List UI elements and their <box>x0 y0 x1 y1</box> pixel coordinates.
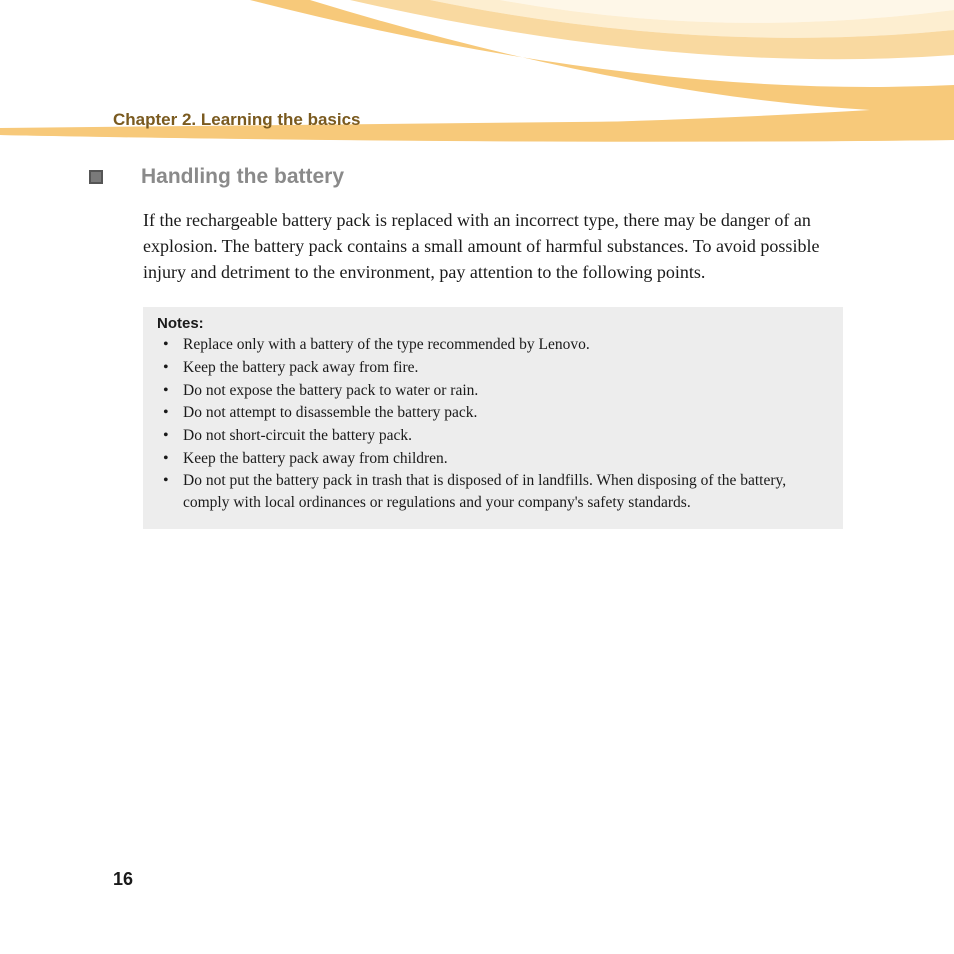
notes-list: Replace only with a battery of the type … <box>157 334 829 514</box>
notes-item: Keep the battery pack away from fire. <box>157 357 829 379</box>
page-content: Handling the battery If the rechargeable… <box>113 165 873 529</box>
notes-item: Keep the battery pack away from children… <box>157 448 829 470</box>
chapter-title: Chapter 2. Learning the basics <box>113 110 361 130</box>
section-title: Handling the battery <box>141 165 344 189</box>
notes-item: Replace only with a battery of the type … <box>157 334 829 356</box>
page-number: 16 <box>113 869 133 890</box>
notes-item: Do not expose the battery pack to water … <box>157 380 829 402</box>
notes-box: Notes: Replace only with a battery of th… <box>143 307 843 529</box>
header-swoosh-graphic <box>0 0 954 160</box>
chapter-header: Chapter 2. Learning the basics <box>0 110 954 130</box>
notes-item: Do not short-circuit the battery pack. <box>157 425 829 447</box>
intro-paragraph: If the rechargeable battery pack is repl… <box>143 207 843 285</box>
notes-item: Do not attempt to disassemble the batter… <box>157 402 829 424</box>
notes-item: Do not put the battery pack in trash tha… <box>157 470 829 513</box>
square-bullet-icon <box>89 170 103 184</box>
section-heading-row: Handling the battery <box>113 165 873 189</box>
notes-label: Notes: <box>157 315 829 332</box>
